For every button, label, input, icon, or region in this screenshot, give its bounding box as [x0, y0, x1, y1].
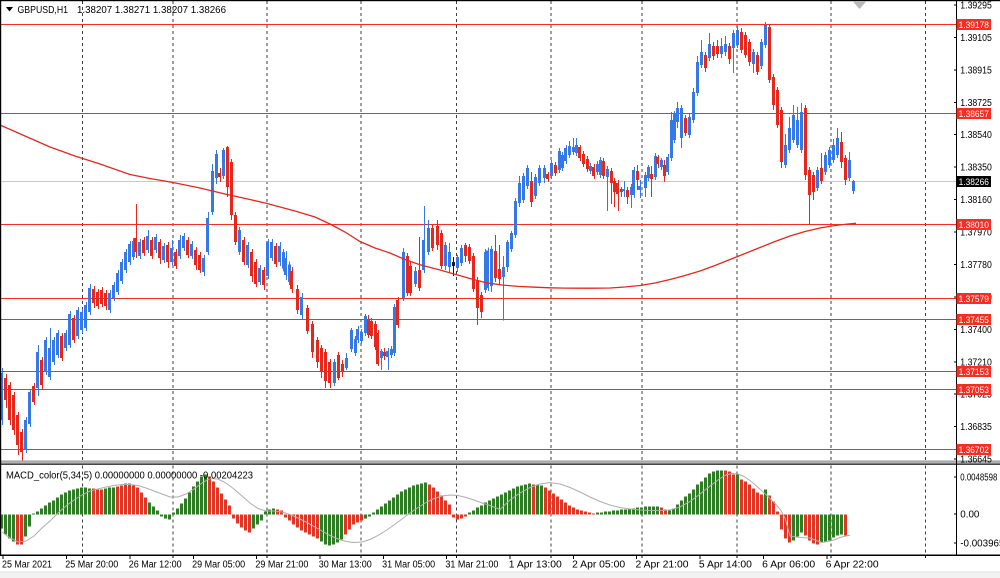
- svg-text:1.38657: 1.38657: [959, 109, 989, 120]
- svg-text:1.36835: 1.36835: [960, 422, 992, 433]
- svg-text:25 Mar 20:00: 25 Mar 20:00: [65, 560, 118, 571]
- svg-text:1.38350: 1.38350: [960, 163, 992, 174]
- svg-text:26 Mar 12:00: 26 Mar 12:00: [129, 560, 182, 571]
- svg-text:1.39105: 1.39105: [960, 33, 992, 44]
- svg-text:1.37780: 1.37780: [960, 260, 992, 271]
- svg-text:1.37579: 1.37579: [959, 294, 989, 305]
- svg-text:30 Mar 13:00: 30 Mar 13:00: [319, 560, 372, 571]
- svg-text:0.0048598: 0.0048598: [960, 473, 997, 484]
- svg-text:1.37970: 1.37970: [960, 228, 992, 239]
- svg-text:1.38160: 1.38160: [960, 195, 992, 206]
- svg-text:1.37455: 1.37455: [959, 315, 989, 326]
- svg-text:29 Mar 05:00: 29 Mar 05:00: [192, 560, 245, 571]
- svg-text:2 Apr 05:00: 2 Apr 05:00: [572, 560, 625, 571]
- svg-text:1.36702: 1.36702: [959, 445, 989, 456]
- svg-text:1.36645: 1.36645: [960, 455, 992, 466]
- svg-text:GBPUSD,H1: GBPUSD,H1: [18, 4, 69, 16]
- svg-text:1.38540: 1.38540: [960, 130, 992, 141]
- svg-text:1.38915: 1.38915: [960, 65, 992, 76]
- svg-text:1 Apr 13:00: 1 Apr 13:00: [509, 560, 562, 571]
- svg-text:1.37400: 1.37400: [960, 325, 992, 336]
- svg-text:1.37053: 1.37053: [959, 385, 989, 396]
- svg-text:5 Apr 14:00: 5 Apr 14:00: [699, 560, 752, 571]
- svg-text:6 Apr 06:00: 6 Apr 06:00: [762, 560, 815, 571]
- svg-text:1.37210: 1.37210: [960, 357, 992, 368]
- svg-text:25 Mar 2021: 25 Mar 2021: [2, 560, 52, 571]
- svg-text:1.38207 1.38271 1.38207 1.3826: 1.38207 1.38271 1.38207 1.38266: [77, 4, 226, 16]
- svg-text:0.00: 0.00: [960, 510, 980, 521]
- svg-text:6 Apr 22:00: 6 Apr 22:00: [826, 560, 879, 571]
- svg-text:-0.0039650: -0.0039650: [960, 539, 1000, 550]
- svg-text:29 Mar 21:00: 29 Mar 21:00: [255, 560, 308, 571]
- svg-text:1.38266: 1.38266: [959, 177, 989, 188]
- svg-text:1.39295: 1.39295: [960, 1, 992, 12]
- svg-text:1.39178: 1.39178: [959, 20, 989, 31]
- svg-text:31 Mar 21:00: 31 Mar 21:00: [445, 560, 498, 571]
- svg-text:MACD_color(5,34,5) 0.00000000: MACD_color(5,34,5) 0.00000000 0.00000000…: [6, 470, 253, 482]
- svg-text:1.38010: 1.38010: [959, 220, 989, 231]
- svg-text:1.37153: 1.37153: [959, 367, 989, 378]
- svg-text:1.37025: 1.37025: [960, 390, 992, 401]
- svg-text:31 Mar 05:00: 31 Mar 05:00: [382, 560, 435, 571]
- svg-text:2 Apr 21:00: 2 Apr 21:00: [636, 560, 689, 571]
- svg-text:1.38725: 1.38725: [960, 98, 992, 109]
